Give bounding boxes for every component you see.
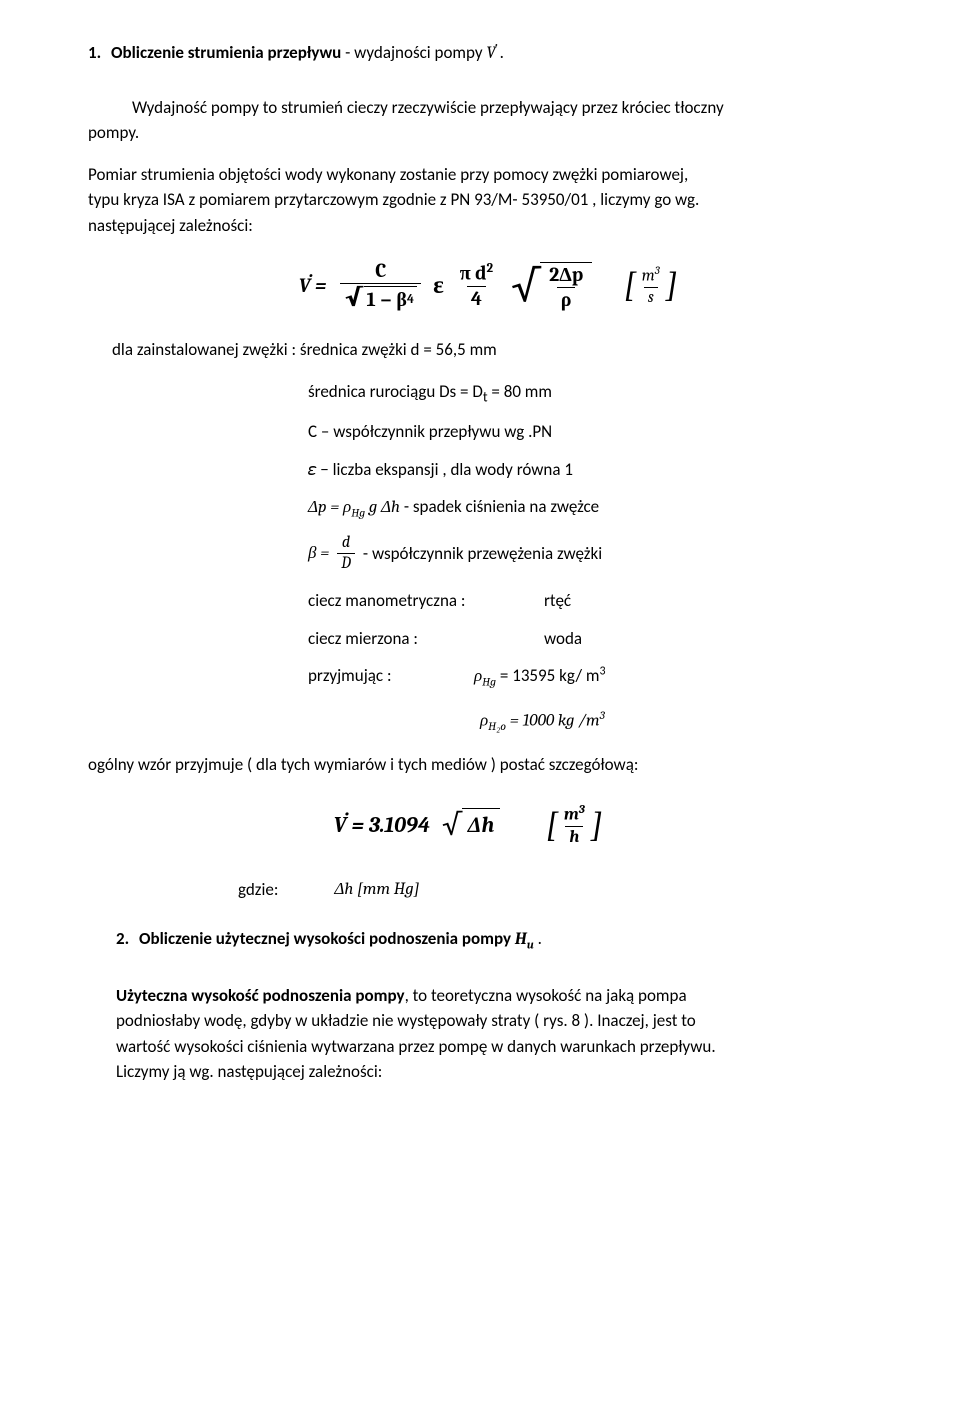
def-Ds-tail: = 80 mm <box>488 381 552 402</box>
def-prz-m1-exp: 3 <box>599 664 605 678</box>
eq1-four: 4 <box>467 286 486 309</box>
def-dp-rhs: - spadek ciśnienia na zwężce <box>404 496 599 517</box>
def-beta-lhs: β = <box>308 541 329 567</box>
eq1-beta-term: 1 − β <box>367 290 407 310</box>
eq1-d-exp: 2 <box>487 261 494 276</box>
sec1-period: . <box>500 42 504 63</box>
p1-line2: pompy. <box>88 122 139 143</box>
def-beta-den: D <box>337 553 355 572</box>
def-prz-m1-sub: Hg <box>482 674 496 688</box>
eq1-sqrt-beta: √ 1 − β4 <box>344 286 417 310</box>
eq1-sqrt-2dp: √ 2Δp ρ <box>511 262 592 310</box>
def-prz2-r: ρ <box>480 712 488 731</box>
eq2-sqrt: √ Δh <box>442 808 500 842</box>
p1-lead: Wydajność pompy to strumień cieczy rzecz… <box>132 97 724 118</box>
def-prz2-sub: H₂o <box>488 719 506 733</box>
para-2: Pomiar strumienia objętości wody wykonan… <box>88 162 888 239</box>
def-manom-r: rtęć <box>544 588 571 614</box>
sec2-tail: . <box>534 928 542 949</box>
def-mier-r: woda <box>544 626 582 652</box>
section-1-heading: 1. Obliczenie strumienia przepływu - wyd… <box>88 40 888 67</box>
sec1-number: 1. <box>88 42 101 63</box>
def-dp-lhs: Δp = ρ <box>308 498 351 517</box>
def-beta-num: d <box>338 535 354 553</box>
def-prz2-rhs: = 1000 kg /m <box>506 712 600 731</box>
eq1-frac-c: C √ 1 − β4 <box>340 261 421 310</box>
eq2-unit-num: m <box>564 806 579 825</box>
p4b: podniosłaby wodę, gdyby w układzie nie w… <box>116 1010 696 1031</box>
eq1-unit: [ m3 s ] <box>624 260 677 311</box>
eq2-dh: Δh <box>462 808 501 842</box>
para-3: ogólny wzór przyjmuje ( dla tych wymiaró… <box>88 752 888 778</box>
def-prz2-exp: 3 <box>600 708 605 722</box>
eq1-unit-exp: 3 <box>655 264 660 277</box>
p4-strong: Użyteczna wysokość podnoszenia pompy <box>116 985 405 1006</box>
p4a: , to teoretyczna wysokość na jaką pompa <box>405 985 687 1006</box>
gdzie-row: gdzie: Δh [mm Hg] <box>238 877 888 903</box>
sec2-sym: H <box>515 930 527 949</box>
p2c: następującej zależności: <box>88 215 253 236</box>
def-mier: ciecz mierzona : woda <box>308 626 888 652</box>
p2b: typu kryza ISA z pomiarem przytarczowym … <box>88 189 699 210</box>
def-mier-l: ciecz mierzona : <box>308 626 508 652</box>
sec2-number: 2. <box>116 928 129 949</box>
p4d: Liczymy ją wg. następującej zależności: <box>116 1061 382 1082</box>
para-4: Użyteczna wysokość podnoszenia pompy, to… <box>116 983 888 1085</box>
def-prz-l: przyjmując : <box>308 663 438 691</box>
section-2-heading: 2. Obliczenie użytecznej wysokości podno… <box>116 926 888 954</box>
eq1-C: C <box>371 261 390 283</box>
sec2-title: Obliczenie użytecznej wysokości podnosze… <box>139 928 515 949</box>
gdzie-l: gdzie: <box>238 877 278 903</box>
def-manom-l: ciecz manometryczna : <box>308 588 508 614</box>
def-prz-m1: ρ <box>474 667 482 686</box>
eq1-unit-num: m <box>642 267 655 286</box>
para-1: Wydajność pompy to strumień cieczy rzecz… <box>88 95 888 146</box>
sec1-symbol: V̇ <box>486 44 495 63</box>
gdzie-r: Δh [mm Hg] <box>334 877 419 903</box>
def-beta-rhs: - współczynnik przewężenia zwężki <box>363 541 602 567</box>
def-dp-sub: Hg <box>351 506 365 520</box>
def-prz2: ρH₂o = 1000 kg /m3 <box>480 707 888 736</box>
eq1-rho: ρ <box>557 287 576 310</box>
eq1-lhs: V̇ = <box>299 271 327 301</box>
def-prz1: przyjmując : ρHg = 13595 kg/ m3 <box>308 663 888 691</box>
eq2-unit: [ m3 h ] <box>546 800 602 851</box>
equation-1: V̇ = C √ 1 − β4 ε π d2 4 √ <box>88 260 888 311</box>
eq1-unit-den: s <box>644 287 658 306</box>
sec1-dash: - wydajności pompy <box>345 42 486 63</box>
eq2-unit-exp: 3 <box>579 802 585 816</box>
defs-intro: dla zainstalowanej zwężki : średnica zwę… <box>112 337 888 363</box>
eq1-2dp: 2Δp <box>545 265 587 287</box>
def-dp-mid: g Δh <box>369 498 400 517</box>
def-C: C – współczynnik przepływu wg .PN <box>308 419 888 445</box>
def-Ds: średnica rurociągu Ds = Dt = 80 mm <box>308 379 888 408</box>
eq2-lhs: V̇ = 3.1094 <box>334 809 430 842</box>
def-beta: β = d D - współczynnik przewężenia zwężk… <box>308 535 888 572</box>
p4c: wartość wysokości ciśnienia wytwarzana p… <box>116 1036 716 1057</box>
sec2-sub: u <box>527 938 534 952</box>
eq1-beta-exp: 4 <box>407 293 414 306</box>
eq1-pid: π d <box>460 262 487 285</box>
eq1-eps: ε <box>433 267 444 305</box>
equation-2: V̇ = 3.1094 √ Δh [ m3 h ] <box>48 800 888 851</box>
def-prz-m1-tail: = 13595 kg/ m <box>496 665 599 686</box>
def-manom: ciecz manometryczna : rtęć <box>308 588 888 614</box>
eq2-unit-den: h <box>565 826 583 846</box>
def-Ds-text: średnica rurociągu Ds = D <box>308 381 483 402</box>
def-eps: 𝜀 − liczba ekspansji , dla wody równa 1 <box>308 457 888 483</box>
eq1-frac-pid2: π d2 4 <box>456 262 497 309</box>
sec1-title: Obliczenie strumienia przepływu <box>111 42 341 63</box>
def-dp: Δp = ρHg g Δh - spadek ciśnienia na zwęż… <box>308 494 888 522</box>
p2a: Pomiar strumienia objętości wody wykonan… <box>88 164 688 185</box>
